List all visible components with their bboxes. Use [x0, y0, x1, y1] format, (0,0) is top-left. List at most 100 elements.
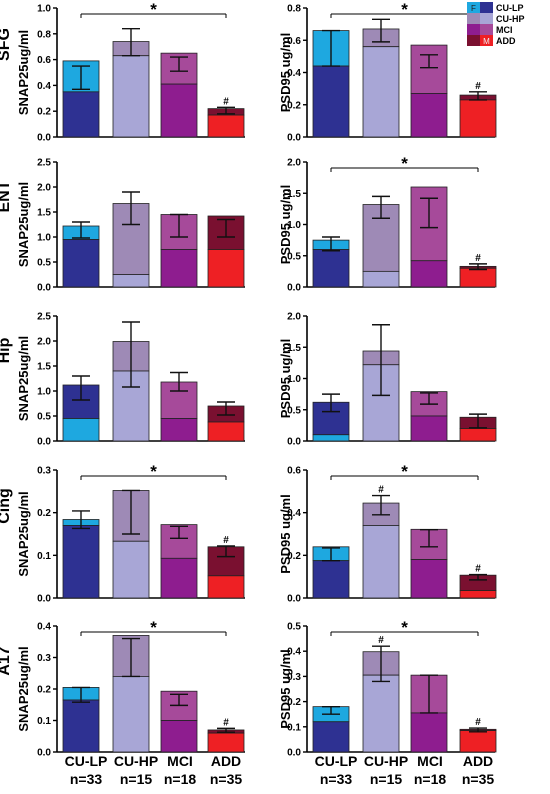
panel-2-bar-mci-lower	[410, 93, 448, 138]
panel-8-bar-mci-lower	[410, 559, 448, 599]
panel-1-ytick-label-1: 0.2	[37, 107, 51, 118]
x-axis-right: CU-LP CU-HP MCI ADD n=33 n=15 n=18 n=35	[315, 753, 495, 787]
panel-3-y-axis-label: SNAP25ug/ml	[16, 182, 31, 267]
panel-8-y-axis-label: PSD95 ug/ml	[278, 494, 293, 573]
panel-6-bar-cu-lp-lower	[312, 434, 350, 442]
panel-5-ytick-label-5: 2.5	[37, 312, 51, 323]
legend-swatch-cu-hp-male	[480, 13, 493, 24]
panel-2-ytick-label-2: 0.4	[287, 68, 301, 79]
panel-8-ytick-label-3: 0.6	[287, 466, 301, 477]
panel-7-bar-cu-lp-lower	[62, 525, 100, 599]
legend-swatch-cu-hp-female	[467, 13, 480, 24]
panel-10-bar-cu-hp-significance-hash: #	[378, 635, 384, 646]
panel-1-bar-cu-lp-lower	[62, 91, 100, 138]
panel-10-y-axis-label: PSD95 ug/ml	[278, 649, 293, 728]
panel-9-bar-cu-hp-lower	[112, 676, 150, 753]
panel-3-bar-add-lower	[207, 249, 245, 288]
x-group-mci-left: MCI	[167, 753, 193, 769]
panel-4-ytick-label-0: 0.0	[287, 283, 301, 294]
x-group-mci-right: MCI	[417, 753, 443, 769]
panel-10-ytick-label-3: 0.3	[287, 672, 301, 683]
panel-7-bar-mci-lower	[160, 557, 198, 599]
panel-1-y-axis-label: SNAP25ug/ml	[16, 30, 31, 115]
panel-5-bar-add-lower	[207, 421, 245, 442]
panel-4-significance-star: *	[401, 154, 408, 173]
panel-1-ytick-label-4: 0.8	[37, 29, 51, 40]
panel-9-ytick-label-3: 0.3	[37, 653, 51, 664]
panel-1-bar-cu-hp-lower	[112, 55, 150, 138]
panel-3-bar-cu-hp-lower	[112, 274, 150, 288]
panel-8-bar-add-lower	[459, 590, 497, 599]
x-count-add-right: n=35	[462, 771, 495, 787]
x-axis-group-labels: CU-LP CU-HP MCI ADD n=33 n=15 n=18 n=35 …	[65, 753, 495, 787]
legend-row-add: ADD M	[467, 35, 516, 46]
x-group-cu-lp-left: CU-LP	[65, 753, 108, 769]
panel-5-region-label: Hip	[0, 337, 13, 363]
panel-3-bar-mci-lower	[160, 249, 198, 288]
panel-4-ytick-label-1: 0.5	[287, 251, 301, 262]
x-count-cu-lp-left: n=33	[70, 771, 103, 787]
panel-4-bar-add-lower	[459, 267, 497, 288]
panel-10-bar-add-significance-hash: #	[475, 717, 481, 728]
panel-7-ytick-label-0: 0.0	[37, 594, 51, 605]
panel-8-bar-add-significance-hash: #	[475, 564, 481, 575]
panel-3-region-label: ENT	[0, 180, 13, 212]
x-count-cu-lp-right: n=33	[320, 771, 353, 787]
panel-9-significance-star: *	[150, 618, 157, 637]
legend-swatch-cu-lp-male	[480, 2, 493, 13]
legend-swatch-mci-female	[467, 24, 480, 35]
panel-1-ytick-label-5: 1.0	[37, 4, 51, 15]
panel-3-ytick-label-0: 0.0	[37, 283, 51, 294]
panel-4-ytick-label-3: 1.5	[287, 189, 301, 200]
panel-8-significance-star: *	[401, 462, 408, 481]
panel-3-ytick-label-4: 2.0	[37, 183, 51, 194]
panel-2: 0.0 0.2 0.4 0.6 0.8 PSD95 ug/ml # *	[278, 0, 497, 144]
panel-4: 0.0 0.5 1.0 1.5 2.0 PSD95 ug/ml # *	[278, 154, 497, 294]
panel-9-ytick-label-4: 0.4	[37, 622, 51, 633]
panel-4-bar-add-significance-hash: #	[475, 253, 481, 264]
panel-6-ytick-label-4: 2.0	[287, 312, 301, 323]
panel-1-significance-star: *	[150, 0, 157, 19]
panel-10-ytick-label-4: 0.4	[287, 647, 301, 658]
legend-sex-m: M	[483, 37, 490, 46]
panel-7-ytick-label-3: 0.3	[37, 466, 51, 477]
panel-2-y-axis-label: PSD95 ug/ml	[278, 33, 293, 112]
panel-5-bar-cu-lp-lower	[62, 418, 100, 442]
panel-5-ytick-label-0: 0.0	[37, 437, 51, 448]
panel-1-bar-add-significance-hash: #	[223, 96, 229, 107]
panel-9-ytick-label-0: 0.0	[37, 748, 51, 759]
panel-7-bar-add-lower	[207, 575, 245, 599]
panel-3-ytick-label-1: 0.5	[37, 258, 51, 269]
panel-6: 0.0 0.5 1.0 1.5 2.0 PSD95 ug/ml	[278, 312, 497, 448]
panel-10-bar-mci-lower	[410, 712, 448, 753]
panel-1-ytick-label-2: 0.4	[37, 81, 51, 92]
panel-2-bar-cu-hp-lower	[362, 46, 400, 138]
panel-5-ytick-label-3: 1.5	[37, 362, 51, 373]
panel-9-y-axis-label: SNAP25ug/ml	[16, 646, 31, 731]
panel-1-bar-add-lower	[207, 114, 245, 138]
panel-6-y-axis-label: PSD95 ug/ml	[278, 339, 293, 418]
panel-9-region-label: A17	[0, 646, 13, 675]
panel-8-bar-cu-hp-significance-hash: #	[378, 485, 384, 496]
panel-6-bar-cu-lp-upper	[312, 401, 350, 436]
panel-2-bar-add-lower	[459, 99, 497, 138]
panel-4-bar-cu-lp-lower	[312, 249, 350, 288]
x-group-cu-lp-right: CU-LP	[315, 753, 358, 769]
panel-2-bar-add-significance-hash: #	[475, 81, 481, 92]
x-count-mci-left: n=18	[164, 771, 197, 787]
legend-row-cu-lp: F CU-LP	[467, 2, 524, 13]
panel-5-bar-mci-lower	[160, 418, 198, 442]
panel-3-ytick-label-2: 1.0	[37, 233, 51, 244]
x-axis-left: CU-LP CU-HP MCI ADD n=33 n=15 n=18 n=35	[65, 753, 243, 787]
panel-10-ytick-label-5: 0.5	[287, 622, 301, 633]
panel-5-y-axis-label: SNAP25ug/ml	[16, 336, 31, 421]
panel-2-significance-star: *	[401, 0, 408, 19]
panel-10-bar-cu-lp-lower	[312, 721, 350, 753]
panel-10: 0.0 0.1 0.2 0.3 0.4 0.5 PSD95 ug/ml # # *	[278, 618, 497, 759]
panel-10-ytick-label-2: 0.2	[287, 697, 301, 708]
